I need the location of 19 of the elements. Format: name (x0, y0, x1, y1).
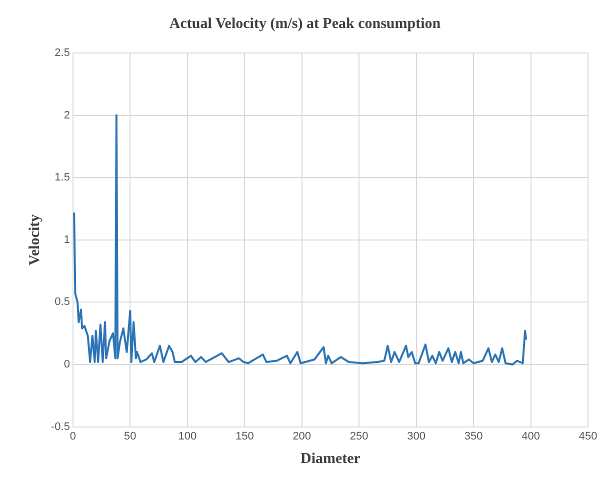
y-tick-label: 1 (64, 234, 70, 246)
y-tick-label: 0 (64, 358, 70, 371)
y-tick-label: -0.5 (50, 420, 70, 433)
x-tick-label: 250 (350, 430, 368, 442)
y-axis-title: Velocity (26, 214, 43, 266)
x-axis-title: Diameter (300, 450, 361, 467)
x-tick-label: 450 (578, 430, 598, 442)
y-tick-label: 1.5 (54, 172, 70, 184)
y-tick-label: 0.5 (54, 296, 70, 308)
x-tick-label: 200 (292, 430, 312, 442)
x-tick-label: 400 (522, 430, 540, 442)
y-tick-label: 2 (64, 109, 70, 122)
x-tick-label: 50 (124, 430, 136, 442)
x-tick-label: 350 (464, 430, 483, 442)
x-tick-label: 300 (407, 430, 426, 442)
y-tick-label: 2.5 (54, 47, 70, 60)
x-tick-label: 100 (178, 430, 197, 442)
x-tick-label: 150 (235, 430, 254, 442)
chart-title: Actual Velocity (m/s) at Peak consumption (169, 16, 442, 32)
